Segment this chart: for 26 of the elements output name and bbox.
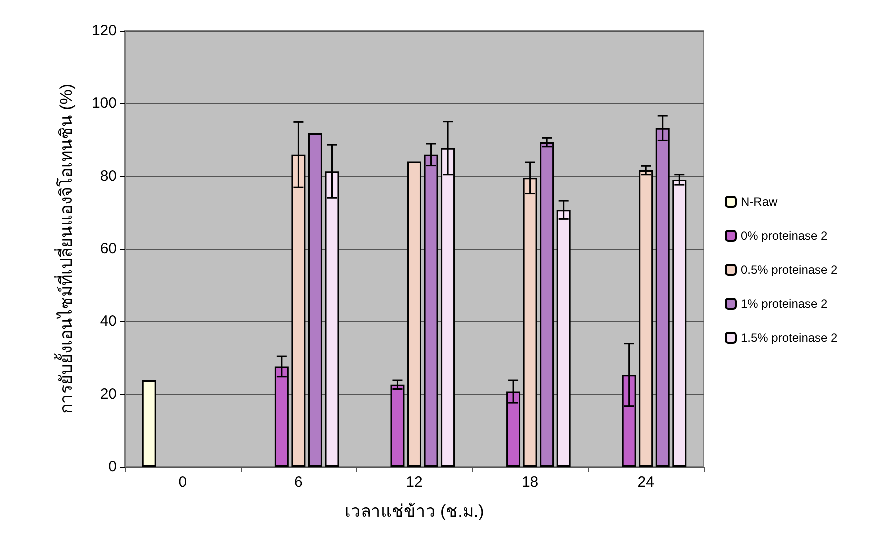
legend-label: N-Raw: [741, 195, 778, 209]
legend-label: 0% proteinase 2: [741, 229, 828, 243]
bar: [390, 384, 405, 467]
y-tick-label: 80: [100, 168, 117, 185]
y-tick-label: 0: [108, 458, 117, 476]
legend-label: 0.5% proteinase 2: [741, 263, 838, 277]
y-tick-label: 100: [92, 95, 117, 112]
legend-label: 1.5% proteinase 2: [741, 331, 838, 345]
bar: [540, 142, 554, 467]
bar: [142, 380, 156, 467]
y-tick-label: 20: [100, 386, 117, 403]
bar: [639, 170, 654, 467]
y-tick-label: 60: [100, 240, 117, 258]
y-tick-label: 120: [92, 22, 117, 40]
x-tick-label: 6: [294, 474, 303, 491]
y-axis-title: การยับยั้งเอนไซม์ที่เปลี่ยนแองจิโอเทนซิน (%): [54, 84, 76, 414]
y-tick-label: 40: [100, 313, 117, 330]
bar: [408, 162, 422, 467]
bar: [308, 133, 322, 467]
bar: [672, 180, 687, 467]
x-axis-title: เวลาแช่ข้าว (ช.ม.): [344, 502, 484, 521]
x-tick-label: 0: [178, 474, 188, 491]
x-tick-label: 18: [522, 474, 539, 491]
x-tick-label: 24: [638, 474, 654, 491]
legend-label: 1% proteinase 2: [741, 297, 828, 311]
x-tick-label: 12: [406, 474, 423, 491]
